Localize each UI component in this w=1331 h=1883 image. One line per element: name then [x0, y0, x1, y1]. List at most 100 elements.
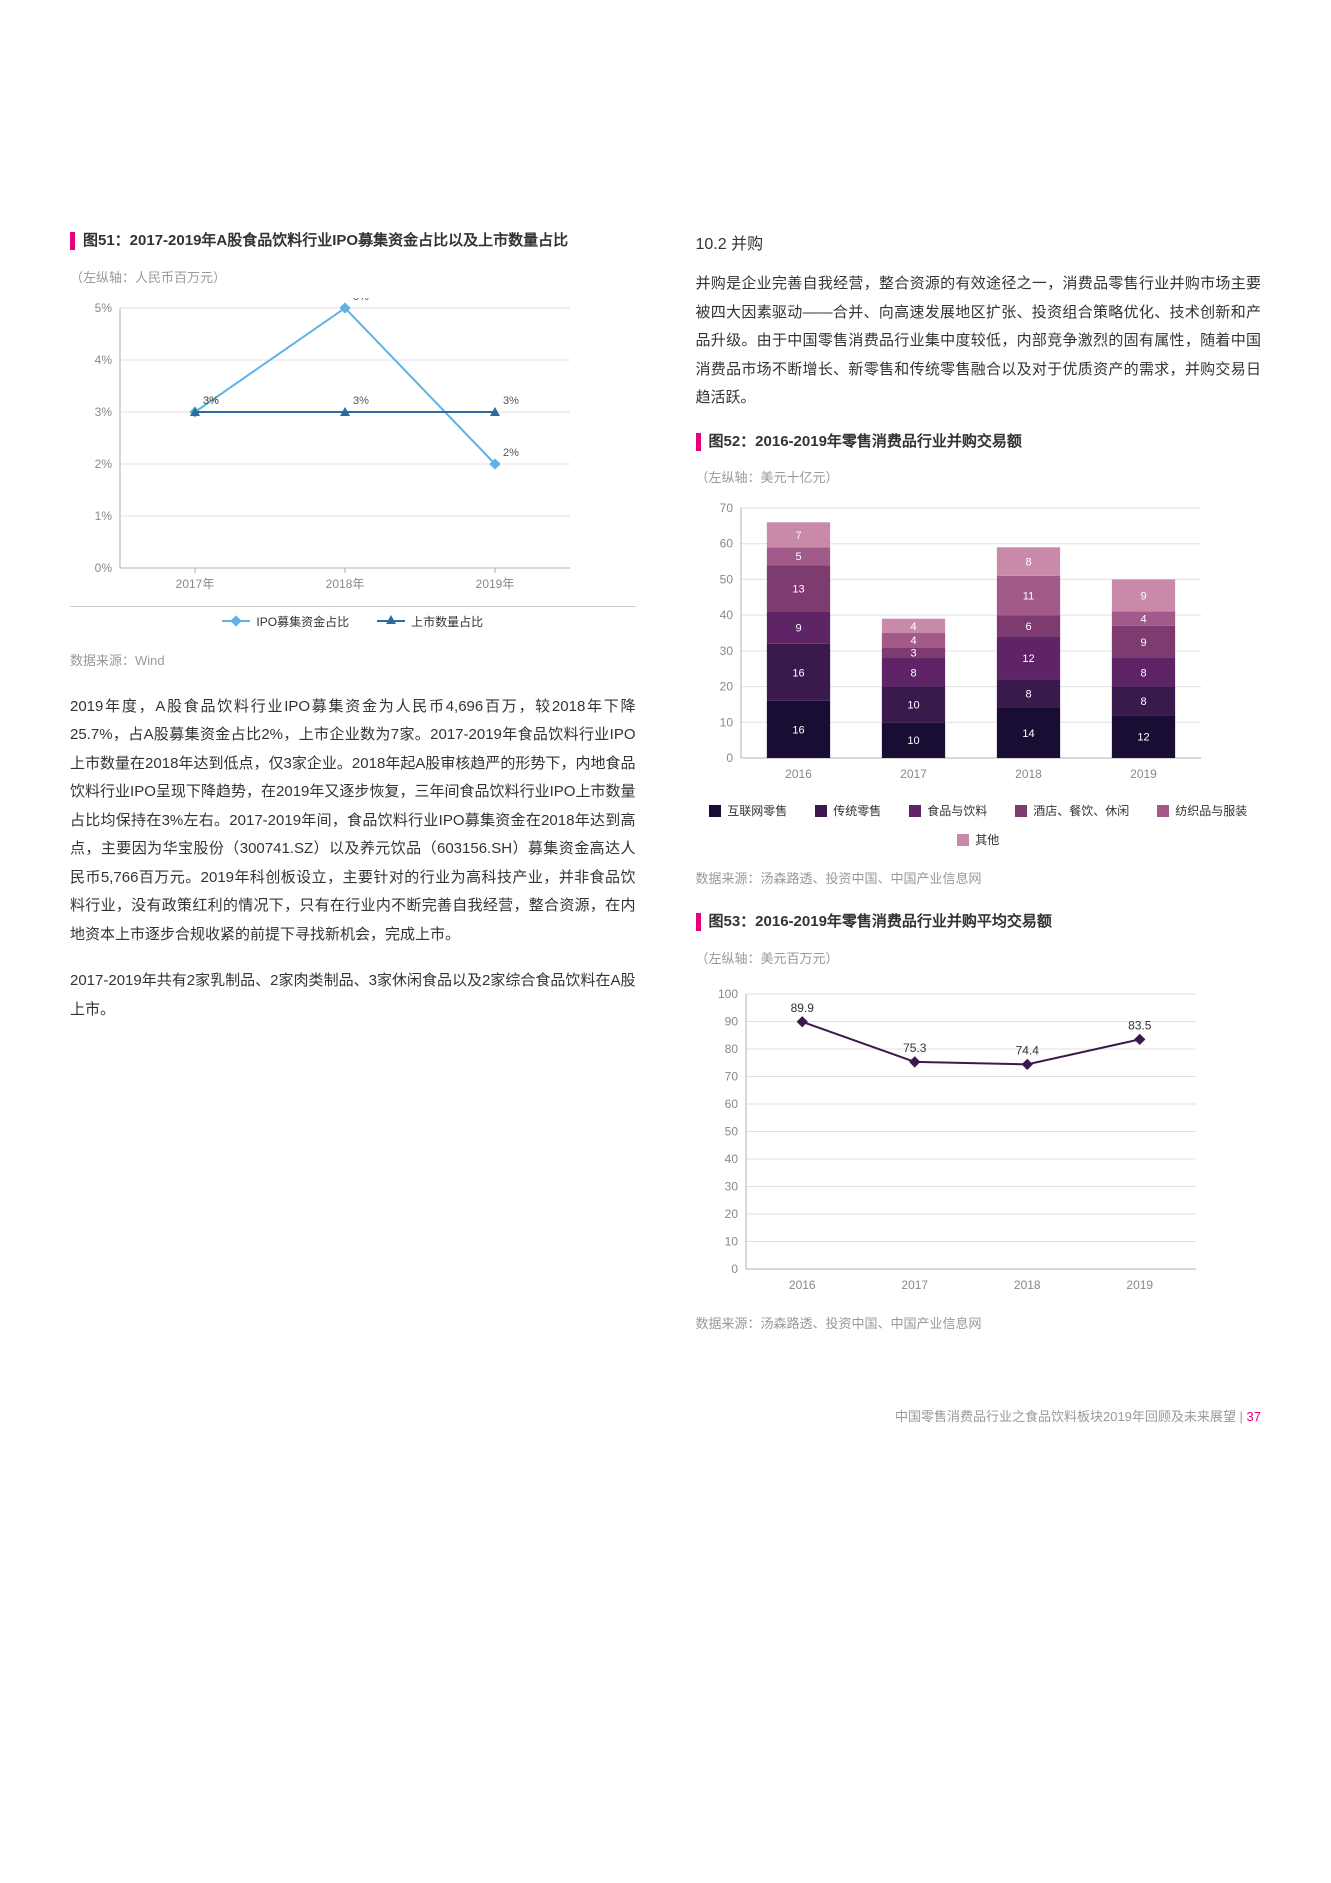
svg-text:3%: 3%	[95, 405, 113, 419]
svg-text:5%: 5%	[95, 301, 113, 315]
svg-text:0: 0	[726, 751, 733, 765]
svg-text:2017: 2017	[901, 1278, 928, 1292]
svg-text:13: 13	[792, 583, 804, 595]
svg-text:4: 4	[910, 635, 916, 647]
svg-text:2019年: 2019年	[476, 577, 515, 591]
chart53-title-text: 图53：2016-2019年零售消费品行业并购平均交易额	[709, 911, 1052, 934]
page-footer: 中国零售消费品行业之食品饮料板块2019年回顾及未来展望 | 37	[70, 1406, 1261, 1425]
svg-text:8: 8	[1025, 557, 1031, 569]
svg-text:2017年: 2017年	[176, 577, 215, 591]
svg-text:9: 9	[795, 623, 801, 635]
svg-text:2%: 2%	[503, 447, 519, 459]
legend-label: 上市数量占比	[411, 613, 483, 630]
svg-text:2%: 2%	[95, 457, 113, 471]
svg-text:9: 9	[1140, 637, 1146, 649]
accent-bar	[696, 433, 701, 451]
svg-text:74.4: 74.4	[1015, 1043, 1039, 1057]
svg-text:75.3: 75.3	[903, 1040, 927, 1054]
legend-item: IPO募集资金占比	[222, 613, 349, 630]
svg-text:2017: 2017	[900, 767, 927, 781]
svg-text:2018年: 2018年	[326, 577, 365, 591]
svg-text:4%: 4%	[95, 353, 113, 367]
legend-label: IPO募集资金占比	[256, 613, 349, 630]
chart52: 0102030405060701616913572016101083442017…	[696, 498, 1262, 854]
svg-text:3%: 3%	[503, 395, 519, 407]
svg-text:70: 70	[719, 501, 733, 515]
right-para-1: 并购是企业完善自我经营，整合资源的有效途径之一，消费品零售行业并购市场主要被四大…	[696, 270, 1262, 413]
svg-text:8: 8	[1140, 696, 1146, 708]
svg-text:30: 30	[724, 1179, 738, 1193]
chart53-source: 数据来源：汤森路透、投资中国、中国产业信息网	[696, 1313, 1262, 1332]
svg-text:40: 40	[719, 608, 733, 622]
svg-text:10: 10	[724, 1234, 738, 1248]
legend-item: 酒店、餐饮、休闲	[1015, 802, 1129, 819]
svg-text:10: 10	[719, 715, 733, 729]
chart51-source: 数据来源：Wind	[70, 650, 636, 669]
svg-text:40: 40	[724, 1152, 738, 1166]
section-heading-10-2: 10.2 并购	[696, 230, 1262, 254]
svg-text:50: 50	[719, 572, 733, 586]
left-para-1: 2019年度，A股食品饮料行业IPO募集资金为人民币4,696百万，较2018年…	[70, 693, 636, 950]
svg-text:8: 8	[910, 667, 916, 679]
svg-text:30: 30	[719, 644, 733, 658]
chart52-source: 数据来源：汤森路透、投资中国、中国产业信息网	[696, 868, 1262, 887]
chart52-title: 图52：2016-2019年零售消费品行业并购交易额	[696, 431, 1262, 454]
svg-text:16: 16	[792, 724, 804, 736]
svg-text:3%: 3%	[203, 395, 219, 407]
svg-text:12: 12	[1137, 732, 1149, 744]
chart51-axis-label: （左纵轴：人民币百万元）	[70, 267, 636, 286]
svg-text:12: 12	[1022, 653, 1034, 665]
svg-text:90: 90	[724, 1014, 738, 1028]
svg-text:60: 60	[724, 1097, 738, 1111]
svg-text:9: 9	[1140, 591, 1146, 603]
svg-text:5%: 5%	[353, 298, 369, 303]
chart52-legend: 互联网零售传统零售食品与饮料酒店、餐饮、休闲纺织品与服装其他	[696, 796, 1262, 854]
svg-text:2019: 2019	[1126, 1278, 1153, 1292]
svg-text:11: 11	[1022, 591, 1033, 603]
svg-text:2019: 2019	[1130, 767, 1157, 781]
svg-text:0%: 0%	[95, 561, 113, 575]
svg-text:1%: 1%	[95, 509, 113, 523]
svg-text:100: 100	[717, 987, 737, 1001]
svg-text:20: 20	[719, 680, 733, 694]
svg-text:4: 4	[1140, 614, 1146, 626]
svg-text:2018: 2018	[1015, 767, 1042, 781]
svg-text:8: 8	[1025, 689, 1031, 701]
svg-text:20: 20	[724, 1207, 738, 1221]
svg-text:2018: 2018	[1013, 1278, 1040, 1292]
chart51-title: 图51：2017-2019年A股食品饮料行业IPO募集资金占比以及上市数量占比	[70, 230, 636, 253]
svg-text:80: 80	[724, 1042, 738, 1056]
chart51: 0%1%2%3%4%5%2017年2018年2019年3%5%2%3%3%3% …	[70, 298, 636, 636]
svg-text:5: 5	[795, 551, 801, 563]
legend-item: 食品与饮料	[909, 802, 987, 819]
svg-text:6: 6	[1025, 621, 1031, 633]
legend-item: 互联网零售	[709, 802, 787, 819]
svg-text:3: 3	[910, 648, 916, 660]
chart52-title-text: 图52：2016-2019年零售消费品行业并购交易额	[709, 431, 1022, 454]
left-para-2: 2017-2019年共有2家乳制品、2家肉类制品、3家休闲食品以及2家综合食品饮…	[70, 967, 636, 1024]
chart51-title-text: 图51：2017-2019年A股食品饮料行业IPO募集资金占比以及上市数量占比	[83, 230, 568, 253]
chart53: 0102030405060708090100201620172018201989…	[696, 979, 1262, 1299]
svg-text:70: 70	[724, 1069, 738, 1083]
chart51-legend: IPO募集资金占比 上市数量占比	[70, 606, 636, 636]
svg-text:60: 60	[719, 537, 733, 551]
svg-text:8: 8	[1140, 667, 1146, 679]
svg-text:2016: 2016	[788, 1278, 815, 1292]
legend-item: 上市数量占比	[377, 613, 483, 630]
accent-bar	[696, 913, 701, 931]
svg-text:50: 50	[724, 1124, 738, 1138]
footer-text: 中国零售消费品行业之食品饮料板块2019年回顾及未来展望	[895, 1409, 1236, 1424]
svg-text:4: 4	[910, 621, 916, 633]
chart53-title: 图53：2016-2019年零售消费品行业并购平均交易额	[696, 911, 1262, 934]
legend-item: 纺织品与服装	[1157, 802, 1247, 819]
svg-text:3%: 3%	[353, 395, 369, 407]
svg-text:10: 10	[907, 735, 919, 747]
svg-text:10: 10	[907, 699, 919, 711]
chart52-axis-label: （左纵轴：美元十亿元）	[696, 467, 1262, 486]
page-number: 37	[1247, 1409, 1261, 1424]
svg-text:83.5: 83.5	[1128, 1018, 1152, 1032]
accent-bar	[70, 232, 75, 250]
svg-text:0: 0	[731, 1262, 738, 1276]
chart53-axis-label: （左纵轴：美元百万元）	[696, 948, 1262, 967]
legend-item: 其他	[957, 831, 999, 848]
